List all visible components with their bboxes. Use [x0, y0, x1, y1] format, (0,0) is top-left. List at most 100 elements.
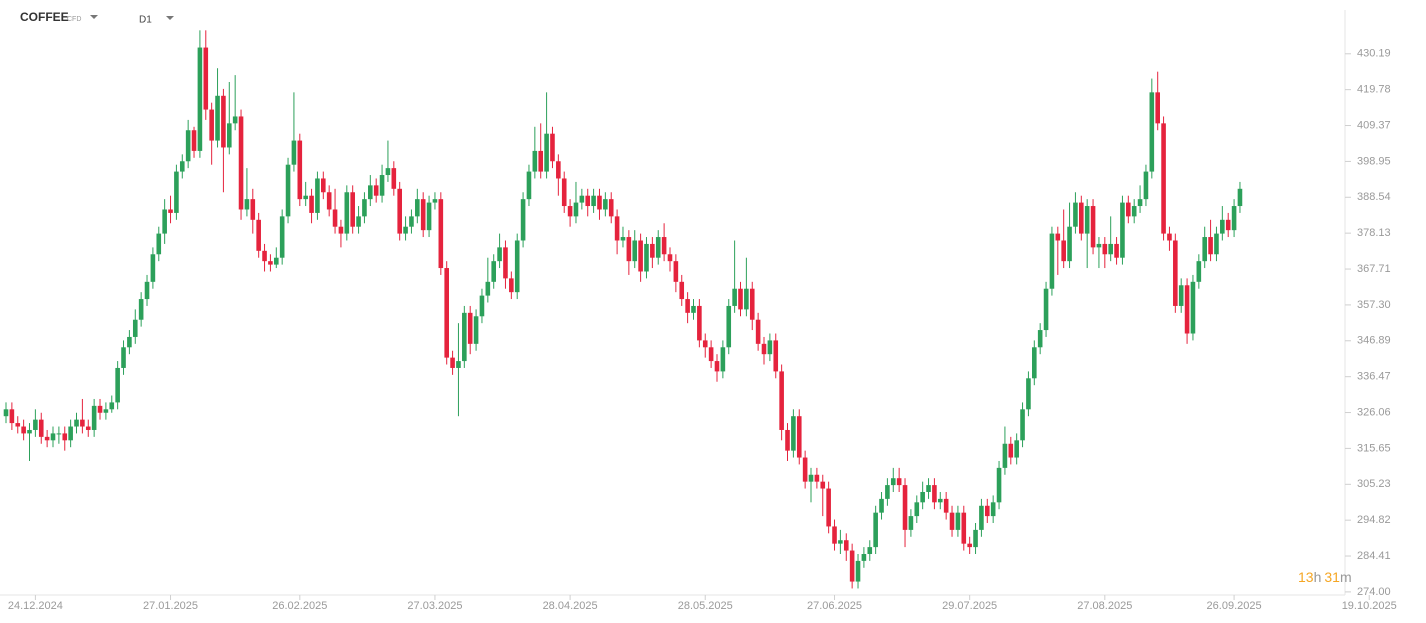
timeframe-dropdown[interactable]	[166, 16, 174, 20]
candle-body	[685, 299, 690, 313]
candle-body	[808, 474, 814, 482]
candle-body	[168, 209, 173, 213]
candle-body	[226, 123, 232, 148]
candle-body	[867, 547, 873, 555]
candle-body	[755, 319, 761, 344]
candle-body	[937, 498, 943, 503]
symbol-title[interactable]: COFFEE	[20, 10, 69, 24]
candle-body	[150, 254, 156, 282]
candle-body	[385, 168, 391, 176]
candle-body	[315, 178, 320, 213]
timeframe[interactable]: D1	[139, 15, 152, 26]
candle-body	[462, 312, 467, 362]
candle-body	[409, 216, 414, 227]
candle-body	[726, 305, 732, 348]
candle-body	[1120, 202, 1125, 258]
candle-body	[50, 433, 56, 441]
candle-body	[990, 502, 996, 517]
candle-body	[702, 340, 708, 348]
candle-body	[1055, 233, 1061, 241]
candle-body	[814, 474, 820, 482]
candle-body	[1155, 92, 1160, 124]
candle-body	[285, 164, 291, 217]
candle-body	[796, 416, 802, 458]
candle-body	[585, 195, 591, 207]
candle-body	[826, 488, 831, 527]
x-tick-label: 28.04.2025	[543, 600, 598, 612]
candle-body	[973, 529, 978, 548]
candle-body	[450, 357, 455, 368]
candle-body	[132, 319, 138, 337]
y-tick-label: 346.89	[1357, 335, 1391, 347]
candle-body	[749, 288, 755, 320]
candle-body	[1231, 206, 1237, 231]
candle-body	[415, 199, 420, 217]
candle-body	[902, 485, 908, 530]
candle-body	[1137, 199, 1143, 207]
x-tick-label: 29.07.2025	[942, 600, 997, 612]
candle-body	[379, 175, 385, 196]
candle-body	[608, 199, 614, 217]
symbol-dropdown[interactable]	[90, 15, 98, 19]
candle-body	[403, 226, 408, 234]
candle-body	[626, 237, 632, 262]
candle-body	[420, 199, 426, 231]
x-tick-label: 26.02.2025	[272, 600, 327, 612]
candle-body	[691, 305, 696, 313]
candle-body	[162, 209, 167, 234]
candle-body	[573, 202, 579, 217]
candle-body	[984, 505, 990, 517]
candle-body	[591, 195, 596, 207]
candle-body	[744, 288, 749, 310]
candle-body	[179, 161, 185, 172]
candle-body	[1043, 288, 1049, 331]
candle-body	[1049, 233, 1055, 289]
candle-body	[256, 219, 261, 251]
candle-body	[1067, 226, 1072, 262]
candle-body	[309, 195, 314, 213]
candle-body	[232, 116, 238, 124]
candle-body	[191, 130, 197, 151]
candle-body	[932, 485, 937, 503]
candle-body	[873, 512, 878, 548]
candle-body	[1061, 240, 1066, 262]
candle-body	[667, 254, 673, 262]
candle-body	[80, 419, 85, 427]
candle-body	[520, 199, 526, 241]
candle-body	[185, 130, 191, 162]
candle-body	[802, 457, 808, 482]
candle-body	[849, 550, 855, 582]
candle-body	[773, 340, 779, 372]
candle-body	[456, 361, 461, 368]
candle-body	[538, 150, 544, 172]
x-tick-label: 26.09.2025	[1207, 600, 1262, 612]
x-tick-label: 27.08.2025	[1077, 600, 1132, 612]
candle-body	[1073, 202, 1078, 227]
candle-body	[473, 316, 479, 344]
candle-body	[544, 133, 549, 172]
candle-body	[1178, 285, 1184, 306]
candle-body	[708, 347, 714, 362]
candle-body	[761, 343, 767, 355]
candle-body	[3, 409, 9, 417]
candle-body	[738, 288, 743, 310]
candle-body	[503, 247, 508, 279]
candle-body	[332, 209, 338, 227]
candle-body	[1143, 171, 1149, 200]
candle-body	[1196, 261, 1202, 282]
candle-body	[732, 288, 737, 306]
candle-body	[650, 243, 655, 258]
x-tick-label: 27.06.2025	[807, 600, 862, 612]
candle-body	[655, 237, 661, 258]
candle-body	[890, 478, 896, 486]
y-tick-label: 419.78	[1357, 84, 1391, 96]
candle-body	[791, 416, 796, 451]
y-tick-label: 274.00	[1357, 586, 1391, 598]
candle-body	[485, 281, 491, 296]
candle-body	[74, 419, 79, 427]
candle-body	[1002, 443, 1008, 468]
candle-body	[832, 526, 837, 544]
y-tick-label: 388.54	[1357, 191, 1391, 203]
candle-body	[97, 405, 103, 413]
candle-body	[644, 243, 649, 272]
